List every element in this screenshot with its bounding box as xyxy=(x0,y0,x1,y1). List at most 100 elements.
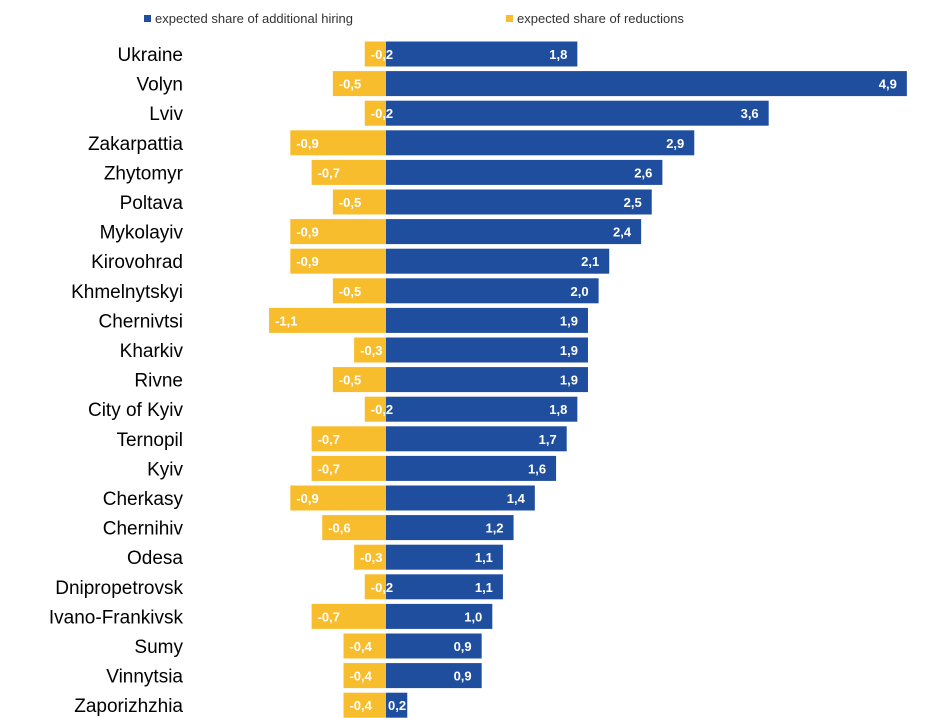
legend: expected share of additional hiring expe… xyxy=(144,11,684,26)
hiring-value-label: 2,9 xyxy=(666,136,684,151)
reductions-bar xyxy=(332,367,386,393)
reductions-value-label: -0,4 xyxy=(349,698,372,713)
hiring-bar xyxy=(386,41,578,67)
category-label: Zaporizhzhia xyxy=(74,696,183,717)
hiring-bar xyxy=(386,455,557,481)
category-label: Chernihiv xyxy=(103,519,184,540)
reductions-bar xyxy=(343,663,386,689)
hiring-value-label: 0,9 xyxy=(454,639,472,654)
reductions-bar xyxy=(364,396,386,422)
reductions-bar xyxy=(364,574,386,600)
category-label: Chernivtsi xyxy=(99,311,183,332)
hiring-bar xyxy=(386,219,642,245)
category-label: Kharkiv xyxy=(120,341,184,362)
hiring-bar xyxy=(386,100,769,126)
reductions-bar xyxy=(311,159,386,185)
hiring-value-label: 4,9 xyxy=(879,77,897,92)
legend-reductions-label: expected share of reductions xyxy=(517,11,684,26)
hiring-value-label: 2,5 xyxy=(624,195,642,210)
hiring-value-label: 1,8 xyxy=(549,47,567,62)
category-label: Ivano-Frankivsk xyxy=(49,607,184,628)
reductions-bar xyxy=(354,337,386,363)
reductions-bar xyxy=(311,603,386,629)
reductions-value-label: -0,5 xyxy=(339,195,361,210)
legend-reductions-swatch xyxy=(506,15,513,22)
category-label: Zhytomyr xyxy=(104,163,184,184)
reductions-value-label: -0,3 xyxy=(360,343,382,358)
hiring-value-label: 2,0 xyxy=(571,284,589,299)
category-label: Kyiv xyxy=(147,459,183,480)
category-label: Rivne xyxy=(134,371,183,392)
hiring-bar xyxy=(386,278,599,304)
reductions-bar xyxy=(364,100,386,126)
hiring-bar xyxy=(386,189,652,215)
reductions-value-label: -0,5 xyxy=(339,77,361,92)
hiring-value-label: 1,1 xyxy=(475,550,493,565)
hiring-value-label: 1,9 xyxy=(560,313,578,328)
reductions-bar xyxy=(343,692,386,718)
category-label: Mykolayiv xyxy=(100,223,184,244)
reductions-bar xyxy=(269,307,386,333)
reductions-bar xyxy=(290,219,386,245)
hiring-value-label: 1,7 xyxy=(539,432,557,447)
reductions-value-label: -0,2 xyxy=(371,106,393,121)
reductions-value-label: -0,7 xyxy=(318,609,340,624)
reductions-bar xyxy=(354,544,386,570)
reductions-bar xyxy=(332,278,386,304)
legend-hiring-label: expected share of additional hiring xyxy=(155,11,353,26)
reductions-bar xyxy=(290,130,386,156)
hiring-bar xyxy=(386,633,482,659)
reductions-bar xyxy=(290,248,386,274)
hiring-value-label: 2,4 xyxy=(613,225,632,240)
category-label: Volyn xyxy=(137,75,183,96)
category-label: Vinnytsia xyxy=(106,667,183,688)
hiring-value-label: 1,6 xyxy=(528,461,546,476)
hiring-bar xyxy=(386,367,588,393)
reductions-value-label: -0,7 xyxy=(318,432,340,447)
category-label: Khmelnytskyi xyxy=(71,282,183,303)
hiring-bar xyxy=(386,426,567,452)
reductions-value-label: -0,6 xyxy=(328,521,350,536)
reductions-value-label: -0,7 xyxy=(318,165,340,180)
reductions-bar xyxy=(364,41,386,67)
hiring-bar xyxy=(386,603,493,629)
category-label: Ukraine xyxy=(118,45,183,66)
hiring-bar xyxy=(386,663,482,689)
hiring-bar xyxy=(386,130,695,156)
hiring-bar xyxy=(386,396,578,422)
reductions-value-label: -0,2 xyxy=(371,47,393,62)
reductions-value-label: -0,7 xyxy=(318,461,340,476)
category-label: Dnipropetrovsk xyxy=(55,578,183,599)
hiring-value-label: 1,8 xyxy=(549,402,567,417)
category-label: Kirovohrad xyxy=(91,252,183,273)
reductions-bar xyxy=(322,515,386,541)
hiring-value-label: 1,4 xyxy=(507,491,526,506)
category-label: Zakarpattia xyxy=(88,134,183,155)
hiring-bar xyxy=(386,307,588,333)
legend-hiring-swatch xyxy=(144,15,151,22)
category-label: Sumy xyxy=(134,637,183,658)
hiring-value-label: 1,9 xyxy=(560,373,578,388)
hiring-value-label: 1,9 xyxy=(560,343,578,358)
reductions-value-label: -0,5 xyxy=(339,373,361,388)
hiring-value-label: 3,6 xyxy=(741,106,759,121)
reductions-value-label: -1,1 xyxy=(275,313,297,328)
reductions-value-label: -0,9 xyxy=(296,254,318,269)
category-label: City of Kyiv xyxy=(88,400,184,421)
reductions-value-label: -0,9 xyxy=(296,491,318,506)
hiring-bar xyxy=(386,159,663,185)
reductions-value-label: -0,5 xyxy=(339,284,361,299)
hiring-bar xyxy=(386,544,503,570)
reductions-bar xyxy=(343,633,386,659)
hiring-value-label: 2,6 xyxy=(634,165,652,180)
category-label: Cherkasy xyxy=(103,489,184,510)
reductions-bar xyxy=(332,71,386,97)
hiring-bar xyxy=(386,574,503,600)
hiring-bar xyxy=(386,248,610,274)
reductions-bar xyxy=(311,426,386,452)
reductions-value-label: -0,3 xyxy=(360,550,382,565)
reductions-bar xyxy=(311,455,386,481)
category-label: Ternopil xyxy=(116,430,183,451)
category-label: Lviv xyxy=(149,104,183,125)
